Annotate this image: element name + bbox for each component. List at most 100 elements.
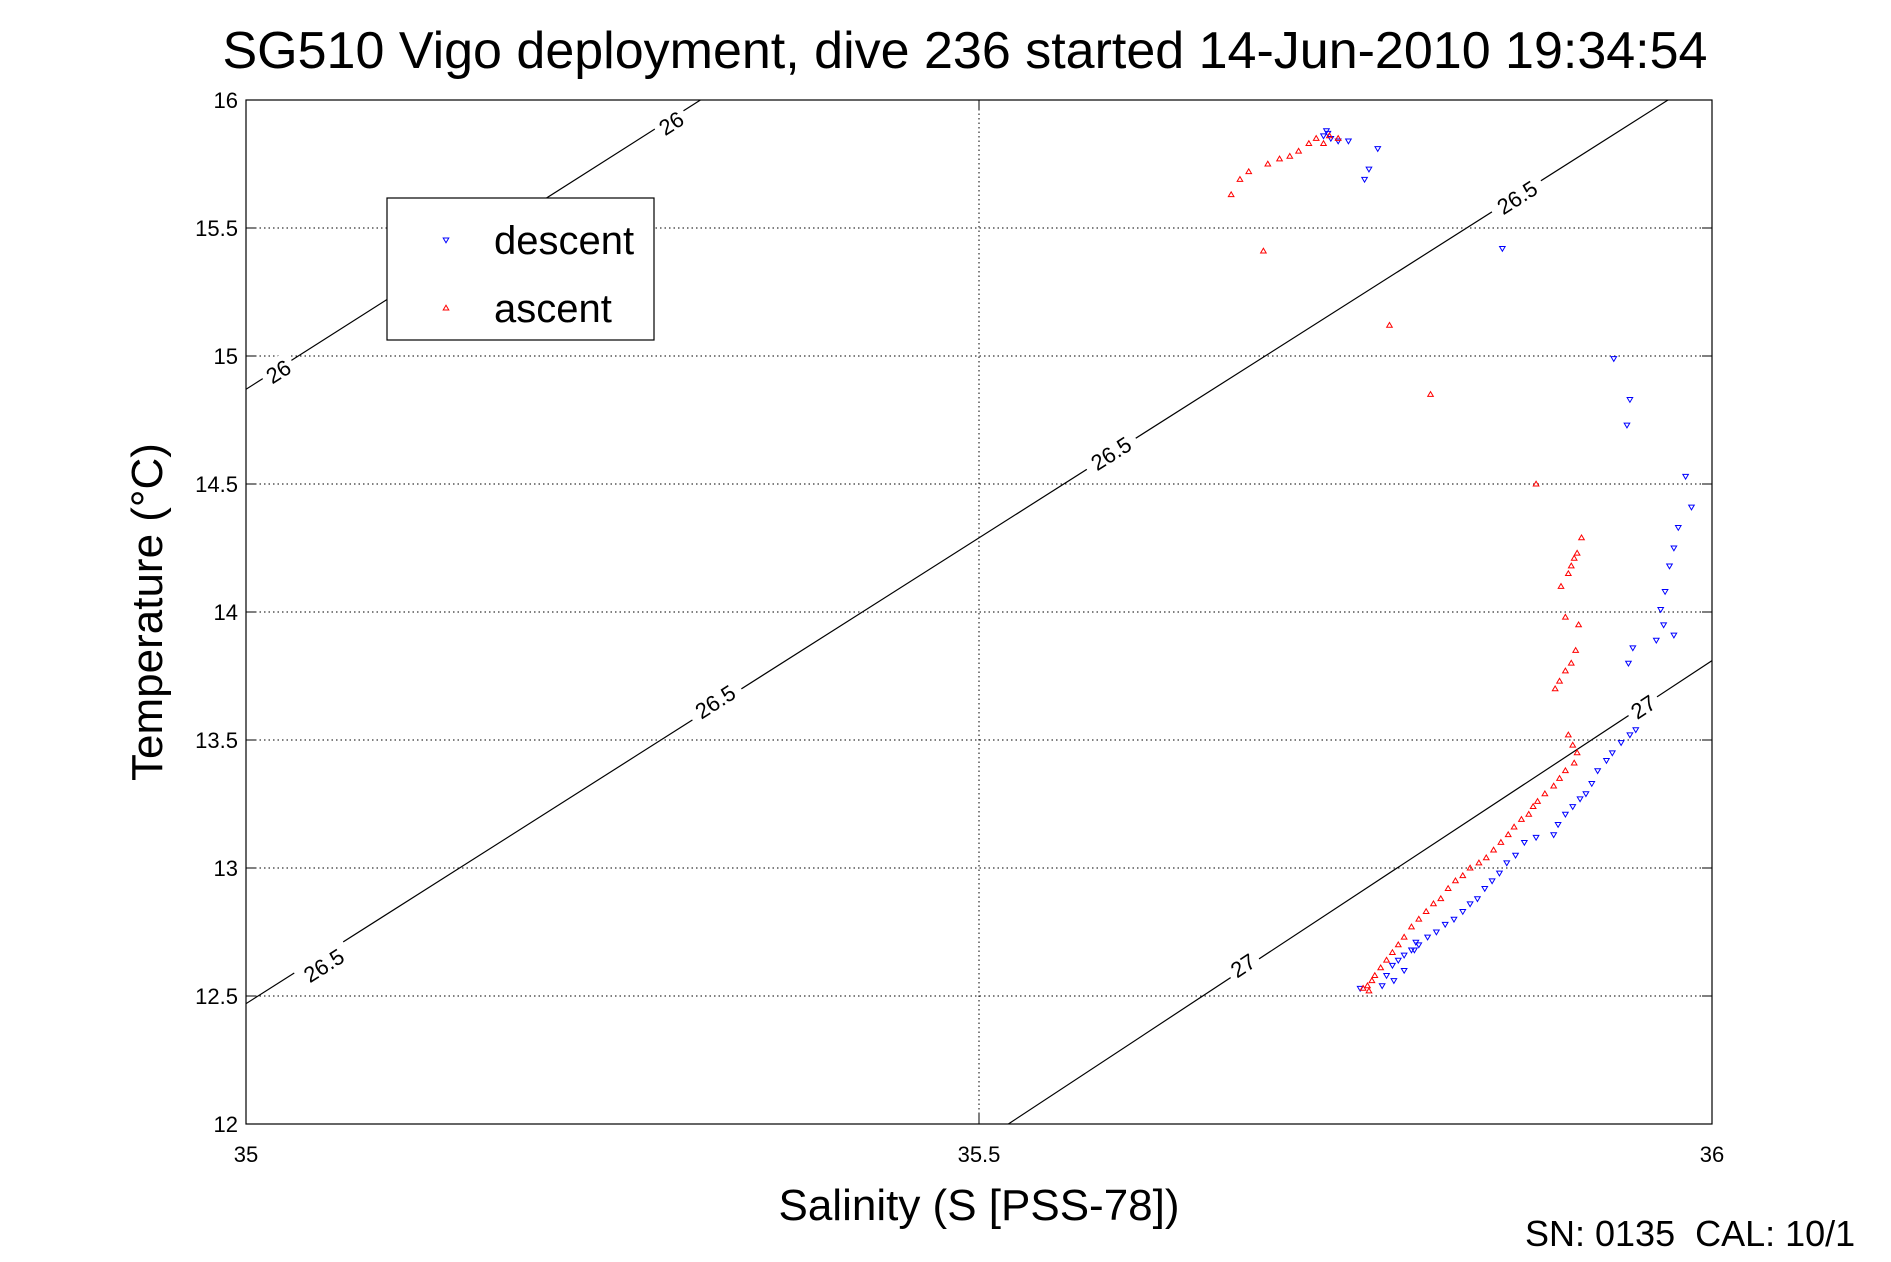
ascent-point — [1377, 964, 1385, 971]
ascent-point — [1561, 613, 1570, 620]
ascent-point — [1294, 147, 1303, 154]
descent-point — [1374, 146, 1382, 153]
y-tick-label: 16 — [214, 88, 238, 113]
descent-point — [1400, 967, 1408, 975]
descent-point — [1549, 832, 1558, 839]
descent-point — [1327, 135, 1335, 143]
isopycnal-line — [1007, 660, 1712, 1124]
descent-point — [1670, 545, 1678, 552]
descent-point — [1319, 133, 1328, 140]
legend-marker-descent — [442, 237, 450, 244]
descent-point — [1659, 622, 1668, 629]
contour-label-bg — [649, 102, 693, 144]
ascent-point — [1451, 877, 1460, 884]
ascent-point — [1245, 167, 1253, 175]
ascent-point — [1319, 139, 1328, 146]
descent-point — [1652, 637, 1660, 644]
descent-point — [1532, 834, 1540, 842]
ascent-point — [1561, 766, 1570, 774]
descent-point — [1334, 138, 1342, 145]
descent-point — [1569, 804, 1577, 811]
ascent-point — [1504, 830, 1512, 838]
descent-point — [1410, 947, 1419, 954]
ascent-point — [1564, 569, 1573, 577]
contour-label-bg — [1485, 170, 1549, 224]
descent-point — [1390, 978, 1398, 985]
descent-point — [1623, 422, 1631, 429]
contour-label-bg — [292, 938, 356, 992]
ascent-point — [1570, 759, 1578, 766]
descent-point — [1382, 973, 1391, 980]
ascent-point — [1259, 247, 1268, 254]
ascent-point — [1407, 923, 1416, 930]
descent-point — [1608, 750, 1616, 757]
y-tick-label: 14 — [214, 600, 238, 625]
descent-point — [1554, 822, 1562, 829]
ascent-point — [1400, 933, 1408, 940]
ascent-point — [1371, 971, 1379, 978]
legend-marker-ascent — [442, 304, 450, 311]
axis-ticks: 35 35.5 36 12 12.5 13 13.5 14 14.5 15 15.5 16 — [195, 88, 1724, 1167]
ascent-point — [1275, 155, 1284, 162]
descent-point — [1520, 839, 1529, 847]
y-tick-label: 15.5 — [195, 216, 238, 241]
ascent-point — [1466, 864, 1474, 871]
descent-point — [1632, 727, 1640, 734]
ascent-point — [1573, 549, 1581, 556]
ascent-point — [1551, 685, 1559, 692]
isopycnal-line — [246, 100, 1669, 1005]
ascent-point — [1525, 810, 1533, 817]
descent-point — [1344, 138, 1353, 145]
y-tick-label: 12.5 — [195, 984, 238, 1009]
ascent-point — [1574, 621, 1583, 628]
ascent-point — [1415, 915, 1423, 922]
descent-point — [1657, 606, 1665, 614]
descent-point — [1498, 246, 1507, 253]
ascent-point — [1573, 749, 1581, 756]
contour-label-bg — [1221, 945, 1265, 986]
descent-point — [1488, 878, 1496, 885]
ascent-point — [1577, 533, 1586, 541]
descent-point — [1629, 645, 1637, 652]
descent-point — [1602, 758, 1611, 765]
descent-point — [1388, 962, 1397, 970]
ascent-point — [1382, 956, 1391, 963]
x-tick-label: 36 — [1700, 1142, 1724, 1167]
descent-point — [1466, 901, 1474, 908]
ascent-point — [1394, 941, 1402, 948]
ascent-point — [1489, 846, 1498, 853]
legend-box — [386, 197, 655, 341]
descent-point — [1617, 740, 1625, 747]
contour-label-bg — [256, 351, 300, 392]
legend-label-ascent: ascent — [494, 287, 612, 331]
chart-title: SG510 Vigo deployment, dive 236 started … — [223, 22, 1708, 80]
ascent-point — [1567, 562, 1575, 569]
ascent-point — [1437, 894, 1445, 902]
descent-point — [1481, 886, 1489, 893]
descent-point — [1582, 791, 1590, 798]
descent-point — [1624, 660, 1633, 667]
descent-point — [1503, 860, 1511, 867]
descent-point — [1588, 781, 1596, 788]
ascent-point — [1312, 134, 1320, 141]
ascent-point — [1444, 884, 1452, 891]
descent-point — [1450, 916, 1458, 923]
footer-serial-calibration: SN: 0135 CAL: 10/1 — [1525, 1213, 1855, 1254]
y-tick-label: 13 — [214, 856, 238, 881]
ascent-point — [1571, 646, 1580, 653]
y-tick-label: 12 — [214, 1112, 238, 1137]
ascent-point — [1264, 160, 1272, 167]
ascent-point — [1533, 797, 1542, 804]
series-ascent — [1227, 132, 1586, 994]
descent-point — [1365, 166, 1373, 173]
ascent-point — [1305, 139, 1313, 146]
y-axis-label: Temperature (°C) — [123, 443, 172, 781]
descent-point — [1415, 942, 1423, 949]
descent-point — [1670, 632, 1678, 639]
ascent-point — [1555, 774, 1564, 781]
ascent-point — [1459, 871, 1467, 879]
descent-point — [1412, 939, 1420, 947]
ascent-point — [1532, 480, 1540, 487]
descent-point — [1459, 909, 1467, 916]
